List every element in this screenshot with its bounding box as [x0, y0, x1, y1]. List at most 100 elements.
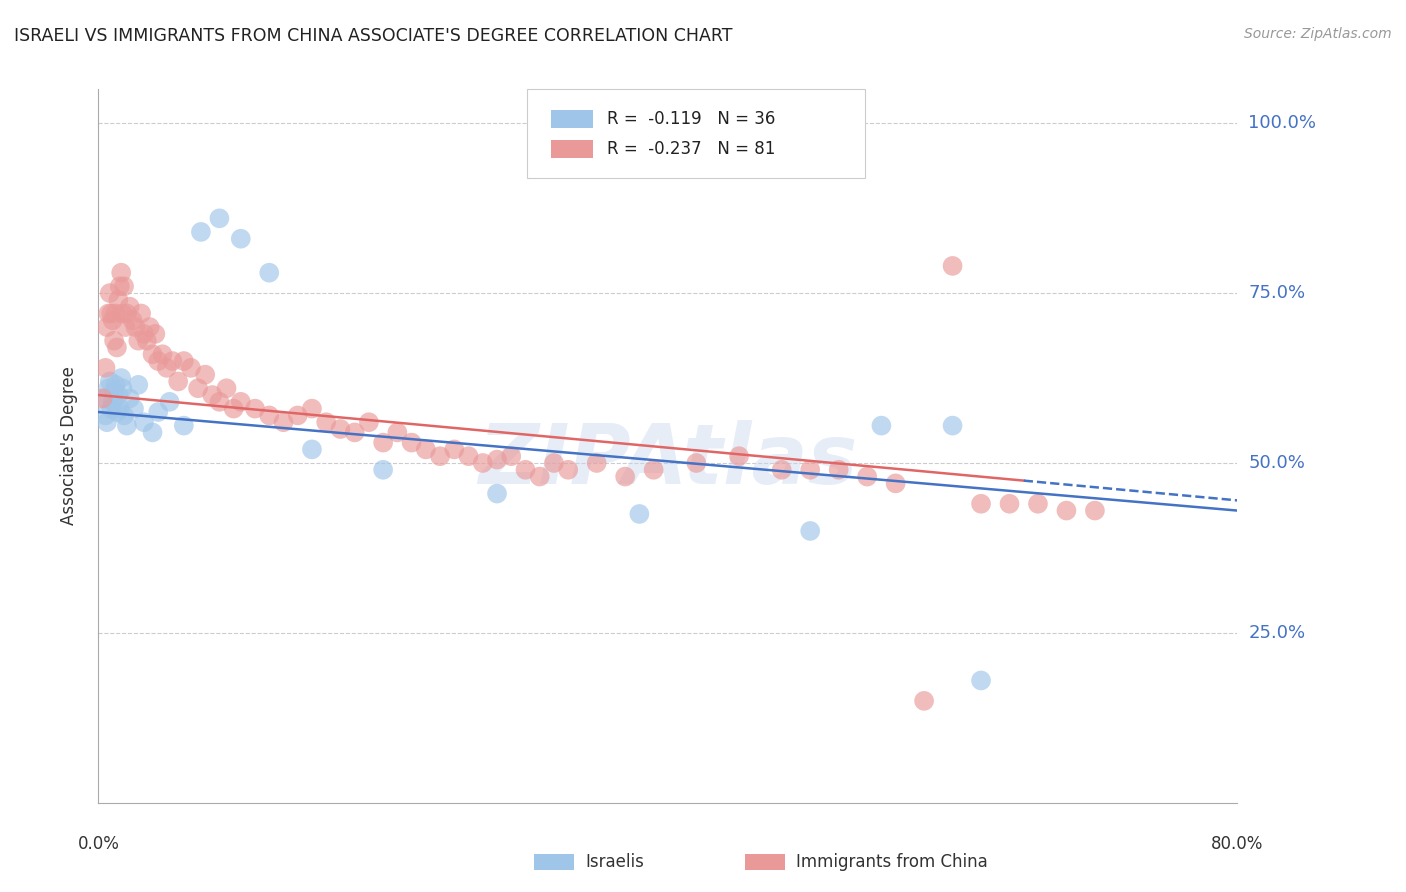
Point [122, 401, 145, 416]
Point [107, 388, 129, 402]
Point [132, 326, 155, 341]
Point [970, 497, 993, 511]
Point [138, 320, 160, 334]
Point [148, 354, 170, 368]
Point [97, 306, 120, 320]
Point [190, 225, 212, 239]
Point [486, 452, 509, 467]
Point [628, 507, 651, 521]
Point [96, 320, 118, 334]
Point [942, 259, 965, 273]
Point [229, 394, 252, 409]
Point [96, 415, 118, 429]
Point [415, 442, 437, 457]
Point [111, 306, 134, 320]
Point [215, 381, 238, 395]
Point [91, 392, 114, 406]
Point [112, 279, 135, 293]
Point [112, 409, 135, 423]
Text: Israelis: Israelis [585, 853, 644, 871]
Point [97, 381, 120, 395]
Point [1026, 497, 1049, 511]
Point [162, 354, 184, 368]
Point [259, 409, 281, 423]
Text: Source: ZipAtlas.com: Source: ZipAtlas.com [1244, 27, 1392, 41]
Point [101, 394, 124, 409]
Point [856, 469, 879, 483]
Point [104, 306, 127, 320]
Point [94, 409, 117, 423]
Point [401, 435, 423, 450]
Point [173, 418, 195, 433]
Point [728, 449, 751, 463]
Point [387, 425, 409, 440]
Point [187, 381, 209, 395]
Point [884, 476, 907, 491]
Point [115, 418, 138, 433]
Point [870, 418, 893, 433]
Point [501, 449, 523, 463]
Point [108, 401, 131, 416]
Point [148, 405, 170, 419]
Point [118, 392, 141, 406]
Point [208, 211, 231, 226]
Point [127, 377, 149, 392]
Point [108, 279, 131, 293]
Point [614, 469, 637, 483]
Point [110, 266, 132, 280]
Point [141, 425, 163, 440]
Point [301, 401, 323, 416]
Point [111, 381, 134, 395]
Point [373, 435, 395, 450]
Point [942, 418, 965, 433]
Point [115, 306, 138, 320]
Point [287, 409, 309, 423]
Point [105, 405, 128, 419]
Y-axis label: Associate's Degree: Associate's Degree [59, 367, 77, 525]
Point [152, 347, 174, 361]
Point [301, 442, 323, 457]
Point [273, 415, 295, 429]
Point [970, 673, 993, 688]
Point [315, 415, 337, 429]
Point [121, 313, 143, 327]
Text: 0.0%: 0.0% [77, 835, 120, 853]
Point [529, 469, 551, 483]
Point [194, 368, 217, 382]
Point [104, 377, 127, 392]
Point [93, 392, 115, 406]
Text: ZIPAtlas: ZIPAtlas [478, 420, 858, 500]
Point [118, 300, 141, 314]
Point [124, 320, 146, 334]
Point [141, 347, 163, 361]
Point [343, 425, 366, 440]
Point [103, 334, 125, 348]
Point [243, 401, 266, 416]
Text: R =  -0.237   N = 81: R = -0.237 N = 81 [607, 140, 776, 158]
Point [98, 286, 121, 301]
Point [799, 524, 821, 538]
Point [100, 306, 122, 320]
Point [201, 388, 224, 402]
Point [585, 456, 607, 470]
Point [1084, 503, 1107, 517]
Point [159, 394, 181, 409]
Point [229, 232, 252, 246]
Text: 50.0%: 50.0% [1249, 454, 1305, 472]
Point [471, 456, 494, 470]
Text: 75.0%: 75.0% [1249, 284, 1306, 302]
Point [515, 463, 537, 477]
Point [912, 694, 935, 708]
Point [132, 415, 155, 429]
Point [998, 497, 1021, 511]
Point [107, 293, 129, 307]
Text: 25.0%: 25.0% [1249, 624, 1306, 642]
Text: R =  -0.119   N = 36: R = -0.119 N = 36 [607, 110, 776, 128]
Point [167, 375, 190, 389]
Point [486, 486, 509, 500]
Point [799, 463, 821, 477]
Point [685, 456, 707, 470]
Point [110, 371, 132, 385]
Point [443, 442, 465, 457]
Point [180, 360, 202, 375]
